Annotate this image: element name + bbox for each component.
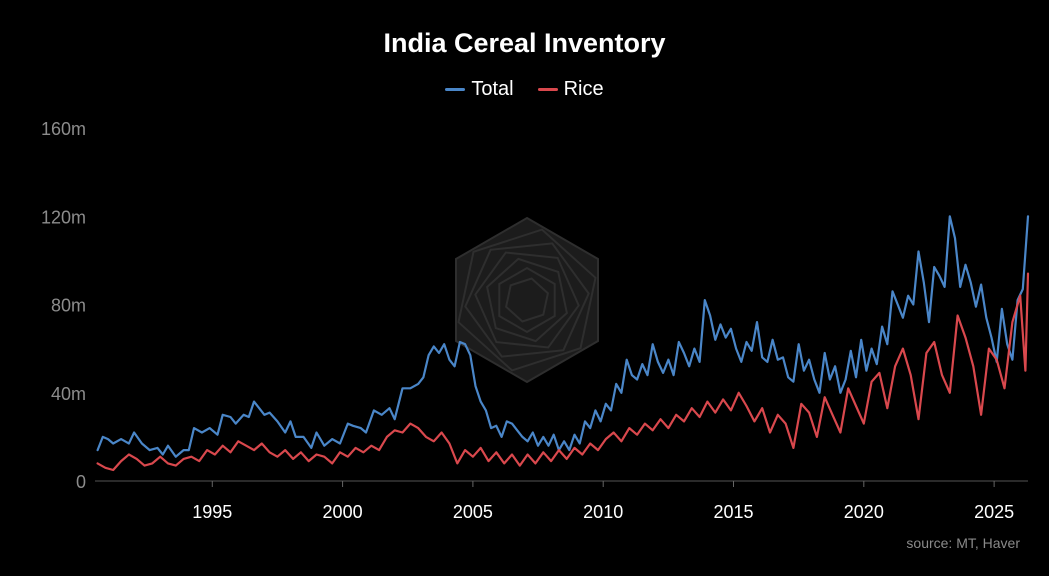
series-line-total bbox=[96, 215, 1030, 458]
legend-swatch-rice bbox=[537, 88, 558, 91]
y-tick-label: 120m bbox=[41, 207, 86, 227]
watermark-ring bbox=[505, 277, 549, 323]
y-tick-label: 160m bbox=[41, 119, 86, 139]
legend-label-total: Total bbox=[471, 78, 514, 100]
watermark-ring bbox=[464, 242, 590, 358]
x-tick-label: 2020 bbox=[844, 502, 884, 522]
chart-title: India Cereal Inventory bbox=[383, 28, 666, 58]
series-line-rice bbox=[96, 272, 1030, 472]
legend-item-rice: Rice bbox=[537, 78, 604, 101]
x-tick-label: 2005 bbox=[453, 502, 493, 522]
x-tick-label: 2000 bbox=[323, 502, 363, 522]
series-layer bbox=[96, 215, 1030, 472]
x-axis: 1995 2000 2005 2010 2015 2020 2025 bbox=[95, 480, 1028, 522]
legend-item-total: Total bbox=[445, 78, 514, 101]
x-tick-label: 2015 bbox=[713, 502, 753, 522]
watermark-logo bbox=[455, 216, 599, 384]
y-axis: 0 40m 80m 120m 160m bbox=[41, 119, 86, 492]
legend-label-rice: Rice bbox=[563, 78, 604, 100]
x-tick-label: 2025 bbox=[974, 502, 1014, 522]
legend: Total Rice bbox=[0, 78, 1049, 101]
watermark-ring bbox=[474, 251, 580, 349]
y-tick-label: 80m bbox=[51, 296, 86, 316]
watermark-ring bbox=[457, 228, 597, 372]
y-tick-label: 0 bbox=[76, 472, 86, 492]
legend-swatch-total bbox=[445, 88, 466, 91]
x-tick-label: 2010 bbox=[583, 502, 623, 522]
x-tick-label: 1995 bbox=[192, 502, 232, 522]
watermark-ring bbox=[486, 257, 568, 343]
source-note: source: MT, Haver bbox=[906, 535, 1020, 551]
watermark-ring bbox=[498, 266, 556, 334]
y-tick-label: 40m bbox=[51, 384, 86, 404]
